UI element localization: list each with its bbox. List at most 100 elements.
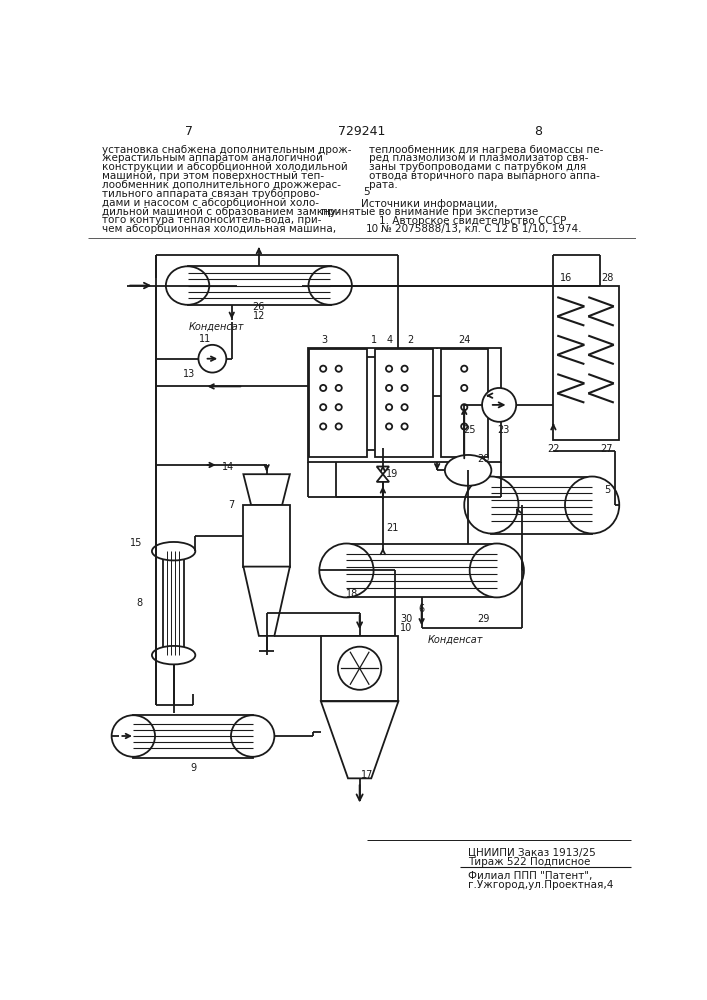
Polygon shape [243, 474, 290, 505]
Circle shape [461, 404, 467, 410]
Text: 7: 7 [228, 500, 234, 510]
Text: 21: 21 [386, 523, 398, 533]
Ellipse shape [308, 266, 352, 305]
Text: ред плазмолизом и плазмолизатор свя-: ред плазмолизом и плазмолизатор свя- [369, 153, 588, 163]
Circle shape [320, 404, 327, 410]
Text: 26: 26 [252, 302, 265, 312]
Circle shape [320, 423, 327, 430]
Text: рата.: рата. [369, 180, 397, 190]
Bar [346, 544, 498, 597]
Circle shape [402, 366, 408, 372]
Text: 22: 22 [547, 444, 560, 454]
Text: 29: 29 [477, 614, 490, 624]
Bar [441, 349, 488, 457]
Text: 7: 7 [185, 125, 193, 138]
Ellipse shape [565, 477, 619, 533]
Text: 1. Авторское свидетельство СССР: 1. Авторское свидетельство СССР [379, 216, 566, 226]
Text: 729241: 729241 [338, 125, 385, 138]
Text: 24: 24 [458, 335, 470, 345]
Bar [491, 477, 592, 534]
Text: теплообменник для нагрева биомассы пе-: теплообменник для нагрева биомассы пе- [369, 145, 603, 155]
Text: 8: 8 [136, 598, 143, 608]
Circle shape [320, 385, 327, 391]
Text: Филиал ППП "Патент",: Филиал ППП "Патент", [468, 871, 592, 881]
Circle shape [336, 404, 341, 410]
Bar [187, 266, 331, 305]
Text: того контура теплоноситель-вода, при-: того контура теплоноситель-вода, при- [103, 215, 322, 225]
Circle shape [338, 647, 381, 690]
Text: тильного аппарата связан трубопрово-: тильного аппарата связан трубопрово- [103, 189, 320, 199]
Text: 1: 1 [370, 335, 377, 345]
Text: 6: 6 [419, 604, 425, 614]
Text: 20: 20 [477, 454, 490, 464]
Bar [321, 636, 398, 701]
Bar [163, 551, 185, 655]
Text: лообменник дополнительного дрожжерас-: лообменник дополнительного дрожжерас- [103, 180, 341, 190]
Circle shape [402, 404, 408, 410]
Text: 3: 3 [321, 335, 327, 345]
Text: 5: 5 [363, 187, 370, 197]
Text: Конденсат: Конденсат [189, 321, 245, 331]
Circle shape [320, 366, 327, 372]
Bar [134, 715, 253, 758]
Text: установка снабжена дополнительным дрож-: установка снабжена дополнительным дрож- [103, 145, 352, 155]
Text: 14: 14 [222, 462, 234, 472]
Text: 30: 30 [400, 614, 412, 624]
Text: 15: 15 [130, 538, 143, 548]
Text: 27: 27 [600, 444, 612, 454]
Text: 5: 5 [604, 485, 611, 495]
Text: конструкции и абсорбционной холодильной: конструкции и абсорбционной холодильной [103, 162, 348, 172]
Bar [309, 349, 368, 457]
Text: 9: 9 [190, 763, 196, 773]
Ellipse shape [464, 477, 518, 533]
Circle shape [336, 423, 341, 430]
Text: 8: 8 [534, 125, 542, 138]
Bar [554, 286, 619, 440]
Circle shape [199, 345, 226, 373]
Text: 17: 17 [361, 770, 373, 780]
Ellipse shape [166, 266, 209, 305]
Circle shape [482, 388, 516, 422]
Circle shape [386, 385, 392, 391]
Bar [243, 505, 290, 567]
Text: 25: 25 [463, 425, 476, 435]
Ellipse shape [112, 715, 155, 757]
Text: дильной машиной с образованием замкну-: дильной машиной с образованием замкну- [103, 207, 340, 217]
Text: жерастильным аппаратом аналогичной: жерастильным аппаратом аналогичной [103, 153, 323, 163]
Text: № 2075888/13, кл. С 12 В 1/10, 1974.: № 2075888/13, кл. С 12 В 1/10, 1974. [381, 224, 582, 234]
Circle shape [336, 366, 341, 372]
Circle shape [336, 385, 341, 391]
Bar [308, 348, 501, 462]
Ellipse shape [445, 455, 491, 486]
Text: машиной, при этом поверхностный теп-: машиной, при этом поверхностный теп- [103, 171, 325, 181]
Text: г.Ужгород,ул.Проектная,4: г.Ужгород,ул.Проектная,4 [468, 880, 614, 890]
Bar [375, 349, 433, 457]
Text: дами и насосом с абсорбционной холо-: дами и насосом с абсорбционной холо- [103, 198, 320, 208]
Circle shape [461, 423, 467, 430]
Text: чем абсорбционная холодильная машина,: чем абсорбционная холодильная машина, [103, 224, 337, 234]
Text: принятые во внимание при экспертизе: принятые во внимание при экспертизе [321, 207, 538, 217]
Circle shape [386, 366, 392, 372]
Polygon shape [321, 701, 398, 778]
Ellipse shape [469, 544, 524, 597]
Text: 10: 10 [366, 224, 379, 234]
Circle shape [461, 385, 467, 391]
Text: Тираж 522 Подписное: Тираж 522 Подписное [468, 857, 590, 867]
Text: 12: 12 [253, 311, 266, 321]
Text: ЦНИИПИ Заказ 1913/25: ЦНИИПИ Заказ 1913/25 [468, 848, 596, 858]
Text: Конденсат: Конденсат [428, 635, 483, 645]
Text: 10: 10 [400, 623, 412, 633]
Text: 13: 13 [183, 369, 195, 379]
Circle shape [386, 423, 392, 430]
Text: Источники информации,: Источники информации, [361, 199, 498, 209]
Ellipse shape [152, 646, 195, 664]
Circle shape [402, 385, 408, 391]
Text: 28: 28 [602, 273, 614, 283]
Text: 11: 11 [199, 334, 211, 344]
Text: 23: 23 [497, 425, 509, 435]
Ellipse shape [152, 542, 195, 560]
Text: 16: 16 [561, 273, 573, 283]
Polygon shape [243, 567, 290, 636]
Text: 19: 19 [386, 469, 398, 479]
Text: 2: 2 [407, 335, 413, 345]
